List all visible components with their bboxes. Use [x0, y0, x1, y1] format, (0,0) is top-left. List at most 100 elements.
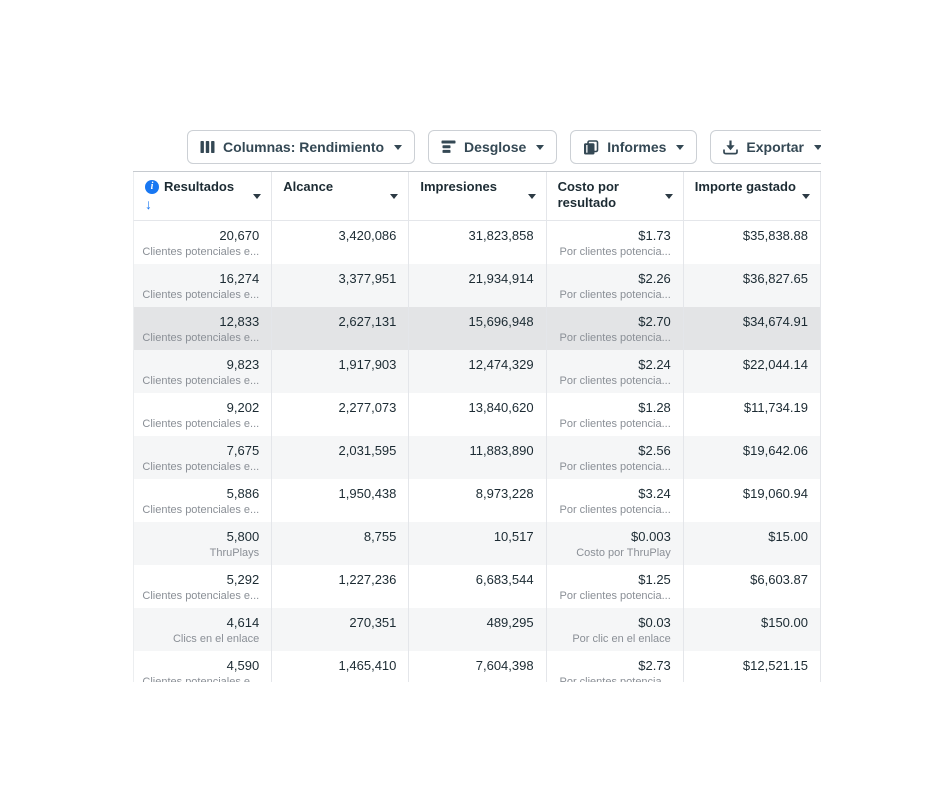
cell-importe-gastado: $35,838.88 — [682, 221, 820, 264]
report-toolbar: Columnas: Rendimiento Desglose Informes — [187, 130, 821, 164]
cell-importe-gastado: $34,674.91 — [682, 307, 820, 350]
reports-button[interactable]: Informes — [570, 130, 698, 164]
cell-costo-por-resultado: $2.73 Por clientes potencia... — [545, 651, 683, 682]
chevron-down-icon — [676, 144, 685, 150]
table-row[interactable]: 9,823 Clientes potenciales e... 1,917,90… — [134, 350, 820, 393]
chevron-down-icon — [814, 144, 821, 150]
chevron-down-icon[interactable] — [801, 194, 810, 199]
column-header-resultados[interactable]: i Resultados ↓ — [134, 172, 271, 220]
cell-alcance: 3,377,951 — [271, 264, 408, 307]
cell-costo-por-resultado: $2.26 Por clientes potencia... — [545, 264, 683, 307]
column-label: Resultados — [164, 179, 235, 194]
cell-resultados: 5,800 ThruPlays — [209, 529, 260, 559]
reports-icon — [584, 139, 599, 154]
cell-importe-gastado: $15.00 — [682, 522, 820, 565]
sort-desc-arrow: ↓ — [145, 196, 152, 212]
column-header-alcance[interactable]: Alcance — [271, 172, 408, 220]
export-icon — [723, 140, 739, 154]
cell-resultados: 20,670 Clientes potenciales e... — [142, 228, 260, 258]
chevron-down-icon[interactable] — [253, 194, 262, 199]
cell-importe-gastado: $6,603.87 — [682, 565, 820, 608]
columns-button-label: Columnas: Rendimiento — [223, 139, 385, 155]
export-button[interactable]: Exportar — [710, 130, 821, 164]
cell-alcance: 1,950,438 — [271, 479, 408, 522]
cell-alcance: 270,351 — [271, 608, 408, 651]
chevron-down-icon — [394, 144, 403, 150]
cell-resultados: 4,590 Clientes potenciales e... — [142, 658, 260, 682]
column-header-costo-por-resultado[interactable]: Costo por resultado — [545, 172, 683, 220]
cell-impresiones: 15,696,948 — [408, 307, 545, 350]
table-row[interactable]: 9,202 Clientes potenciales e... 2,277,07… — [134, 393, 820, 436]
cell-alcance: 2,627,131 — [271, 307, 408, 350]
cell-alcance: 2,031,595 — [271, 436, 408, 479]
columns-button[interactable]: Columnas: Rendimiento — [187, 130, 416, 164]
chevron-down-icon[interactable] — [664, 194, 673, 199]
breakdown-button-label: Desglose — [464, 139, 527, 155]
cell-impresiones: 7,604,398 — [408, 651, 545, 682]
cell-alcance: 3,420,086 — [271, 221, 408, 264]
export-button-label: Exportar — [746, 139, 804, 155]
cell-costo-por-resultado: $1.28 Por clientes potencia... — [545, 393, 683, 436]
column-label: Importe gastado — [694, 179, 796, 194]
column-header-impresiones[interactable]: Impresiones — [408, 172, 545, 220]
cell-importe-gastado: $150.00 — [682, 608, 820, 651]
cell-importe-gastado: $12,521.15 — [682, 651, 820, 682]
cell-resultados: 5,886 Clientes potenciales e... — [142, 486, 260, 516]
table-body: 20,670 Clientes potenciales e... 3,420,0… — [133, 221, 821, 682]
chevron-down-icon[interactable] — [527, 194, 536, 199]
cell-resultados: 9,202 Clientes potenciales e... — [142, 400, 260, 430]
cell-impresiones: 489,295 — [408, 608, 545, 651]
table-row[interactable]: 20,670 Clientes potenciales e... 3,420,0… — [134, 221, 820, 264]
cell-importe-gastado: $19,642.06 — [682, 436, 820, 479]
columns-icon — [200, 141, 215, 153]
column-header-importe-gastado[interactable]: Importe gastado — [682, 172, 820, 220]
cell-resultados: 16,274 Clientes potenciales e... — [142, 271, 260, 301]
table-header: i Resultados ↓ Alcance Impresiones Costo… — [133, 172, 821, 221]
cell-costo-por-resultado: $0.003 Costo por ThruPlay — [545, 522, 683, 565]
column-label: Costo por resultado — [557, 179, 619, 210]
cell-impresiones: 10,517 — [408, 522, 545, 565]
cell-impresiones: 6,683,544 — [408, 565, 545, 608]
cell-resultados: 9,823 Clientes potenciales e... — [142, 357, 260, 387]
cell-impresiones: 31,823,858 — [408, 221, 545, 264]
cell-impresiones: 12,474,329 — [408, 350, 545, 393]
cell-alcance: 1,227,236 — [271, 565, 408, 608]
cell-alcance: 8,755 — [271, 522, 408, 565]
cell-resultados: 12,833 Clientes potenciales e... — [142, 314, 260, 344]
cell-costo-por-resultado: $3.24 Por clientes potencia... — [545, 479, 683, 522]
cell-importe-gastado: $19,060.94 — [682, 479, 820, 522]
table-row[interactable]: 7,675 Clientes potenciales e... 2,031,59… — [134, 436, 820, 479]
cell-importe-gastado: $22,044.14 — [682, 350, 820, 393]
cell-resultados: 7,675 Clientes potenciales e... — [142, 443, 260, 473]
cell-costo-por-resultado: $2.70 Por clientes potencia... — [545, 307, 683, 350]
cell-resultados: 4,614 Clics en el enlace — [172, 615, 260, 645]
cell-impresiones: 13,840,620 — [408, 393, 545, 436]
reports-button-label: Informes — [607, 139, 667, 155]
column-label: Impresiones — [420, 179, 497, 194]
table-row[interactable]: 12,833 Clientes potenciales e... 2,627,1… — [134, 307, 820, 350]
cell-costo-por-resultado: $2.24 Por clientes potencia... — [545, 350, 683, 393]
column-label: Alcance — [283, 179, 334, 194]
table-row[interactable]: 16,274 Clientes potenciales e... 3,377,9… — [134, 264, 820, 307]
cell-impresiones: 21,934,914 — [408, 264, 545, 307]
table-row[interactable]: 5,800 ThruPlays 8,755 10,517 $0.003 Cost… — [134, 522, 820, 565]
table-row[interactable]: 4,590 Clientes potenciales e... 1,465,41… — [134, 651, 820, 682]
info-icon[interactable]: i — [145, 180, 159, 194]
cell-costo-por-resultado: $1.25 Por clientes potencia... — [545, 565, 683, 608]
cell-impresiones: 11,883,890 — [408, 436, 545, 479]
chevron-down-icon — [536, 144, 545, 150]
cell-impresiones: 8,973,228 — [408, 479, 545, 522]
table-row[interactable]: 5,886 Clientes potenciales e... 1,950,43… — [134, 479, 820, 522]
metrics-table: i Resultados ↓ Alcance Impresiones Costo… — [133, 171, 821, 682]
breakdown-button[interactable]: Desglose — [428, 130, 558, 164]
cell-costo-por-resultado: $0.03 Por clic en el enlace — [545, 608, 683, 651]
breakdown-icon — [441, 140, 456, 153]
cell-resultados: 5,292 Clientes potenciales e... — [142, 572, 260, 602]
cell-alcance: 1,465,410 — [271, 651, 408, 682]
table-row[interactable]: 5,292 Clientes potenciales e... 1,227,23… — [134, 565, 820, 608]
cell-importe-gastado: $36,827.65 — [682, 264, 820, 307]
chevron-down-icon[interactable] — [390, 194, 399, 199]
table-row[interactable]: 4,614 Clics en el enlace 270,351 489,295… — [134, 608, 820, 651]
ads-manager-report-panel: Columnas: Rendimiento Desglose Informes — [133, 129, 821, 682]
cell-alcance: 1,917,903 — [271, 350, 408, 393]
